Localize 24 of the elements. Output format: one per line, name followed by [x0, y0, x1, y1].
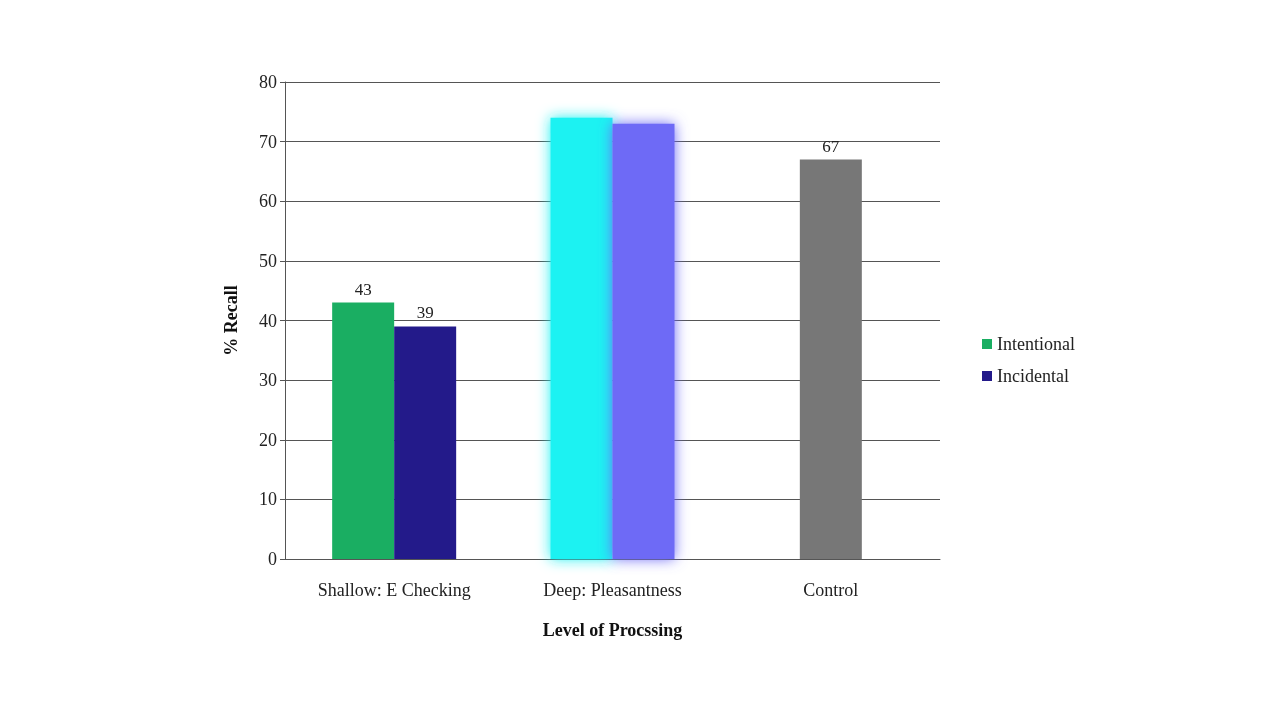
- bar: [550, 117, 613, 559]
- y-tick-label: 20: [259, 429, 277, 450]
- x-axis-title: Level of Procssing: [542, 620, 683, 640]
- bar: [332, 302, 395, 559]
- data-label: 39: [416, 303, 434, 323]
- y-tick-label: 30: [259, 370, 277, 391]
- bar: [799, 159, 862, 559]
- y-tick-label: 70: [259, 131, 277, 152]
- x-tick-label: Deep: Pleasantness: [543, 580, 682, 600]
- data-label: 43: [354, 279, 372, 299]
- y-tick-label: 50: [259, 250, 277, 271]
- data-label: 67: [822, 136, 840, 156]
- y-tick-label: 0: [268, 549, 277, 569]
- x-tick-label: Control: [803, 580, 859, 600]
- legend-label: Intentional: [997, 334, 1076, 354]
- y-tick-label: 40: [259, 310, 277, 331]
- y-tick-label: 10: [259, 489, 277, 510]
- legend-label: Incidental: [997, 366, 1069, 386]
- y-tick-label: 60: [259, 191, 277, 212]
- y-axis-title: % Recall: [221, 285, 241, 356]
- y-tick-label: 80: [259, 72, 277, 92]
- bar: [394, 326, 457, 559]
- bar: [612, 123, 675, 559]
- x-tick-label: Shallow: E Checking: [317, 580, 471, 600]
